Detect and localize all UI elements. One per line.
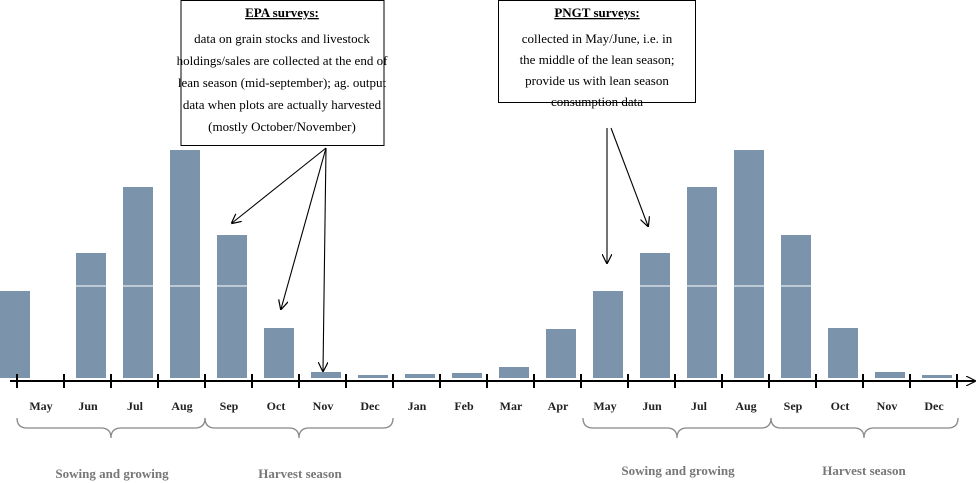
bar	[405, 374, 435, 378]
bar	[123, 187, 153, 378]
annotation-title: PNGT surveys:	[554, 5, 639, 20]
x-tick-label: Apr	[548, 399, 569, 413]
annotation-text: holdings/sales are collected at the end …	[177, 53, 388, 68]
bar	[734, 150, 764, 378]
braces	[16, 417, 959, 439]
x-tick-label: Feb	[454, 399, 474, 413]
x-tick-label: Oct	[831, 399, 850, 413]
x-tick-label: Nov	[877, 399, 898, 413]
brace	[770, 417, 959, 439]
x-tick-label: May	[29, 399, 52, 413]
annotation-text: (mostly October/November)	[208, 119, 356, 134]
annotation-text: collected in May/June, i.e. in	[522, 31, 673, 46]
x-tick-label: Jul	[127, 399, 144, 413]
bar	[358, 375, 388, 378]
bar	[781, 235, 811, 378]
annotation-text: provide us with lean season	[525, 73, 669, 88]
season-label: Sowing and growing	[55, 466, 169, 481]
brace	[204, 417, 394, 439]
x-tick-label: Dec	[924, 399, 944, 413]
x-tick-label: Jun	[78, 399, 98, 413]
bar	[499, 367, 529, 378]
annotation-text: lean season (mid-september); ag. output	[178, 75, 387, 90]
bar	[593, 291, 623, 378]
bar	[76, 253, 106, 378]
brace	[582, 417, 772, 439]
bar	[0, 291, 30, 378]
x-tick-label: Dec	[360, 399, 380, 413]
bar	[264, 328, 294, 378]
bar	[546, 329, 576, 378]
arrow	[610, 127, 648, 226]
annotation-text: data when plots are actually harvested	[183, 97, 382, 112]
bar	[828, 328, 858, 378]
x-tick-label: Oct	[267, 399, 286, 413]
x-tick-label: May	[593, 399, 616, 413]
x-tick-label: Sep	[784, 399, 803, 413]
bar	[452, 373, 482, 378]
bar	[311, 372, 341, 378]
bars	[0, 150, 952, 378]
x-axis: May Jun Jul Aug Sep Oct Nov Dec Jan Feb Mar Apr May J…	[10, 374, 975, 413]
x-tick-label: Nov	[313, 399, 334, 413]
annotation-title: EPA surveys:	[245, 5, 319, 20]
annotation-text: consumption data	[551, 94, 643, 109]
annotation-text: the middle of the lean season;	[520, 52, 675, 67]
x-tick-label: Aug	[735, 399, 756, 413]
bar	[687, 187, 717, 378]
x-tick-label: Jun	[642, 399, 662, 413]
bar	[875, 372, 905, 378]
bar	[170, 150, 200, 378]
bar	[922, 375, 952, 378]
x-tick-label: Jul	[691, 399, 708, 413]
bar	[217, 235, 247, 378]
annotation-box	[498, 0, 696, 103]
x-tick-label: Sep	[220, 399, 239, 413]
season-label: Harvest season	[822, 463, 906, 478]
arrows	[232, 127, 648, 371]
x-tick-label: Aug	[171, 399, 192, 413]
bar	[640, 253, 670, 378]
arrow	[281, 147, 327, 309]
x-tick-label: Jan	[408, 399, 427, 413]
arrow	[323, 147, 326, 371]
annotation-box	[180, 0, 385, 146]
annotation-text: data on grain stocks and livestock	[194, 31, 370, 46]
x-tick-label: Mar	[500, 399, 523, 413]
arrow	[232, 147, 327, 223]
season-label: Sowing and growing	[621, 463, 735, 478]
season-label: Harvest season	[258, 466, 342, 481]
brace	[16, 417, 206, 439]
